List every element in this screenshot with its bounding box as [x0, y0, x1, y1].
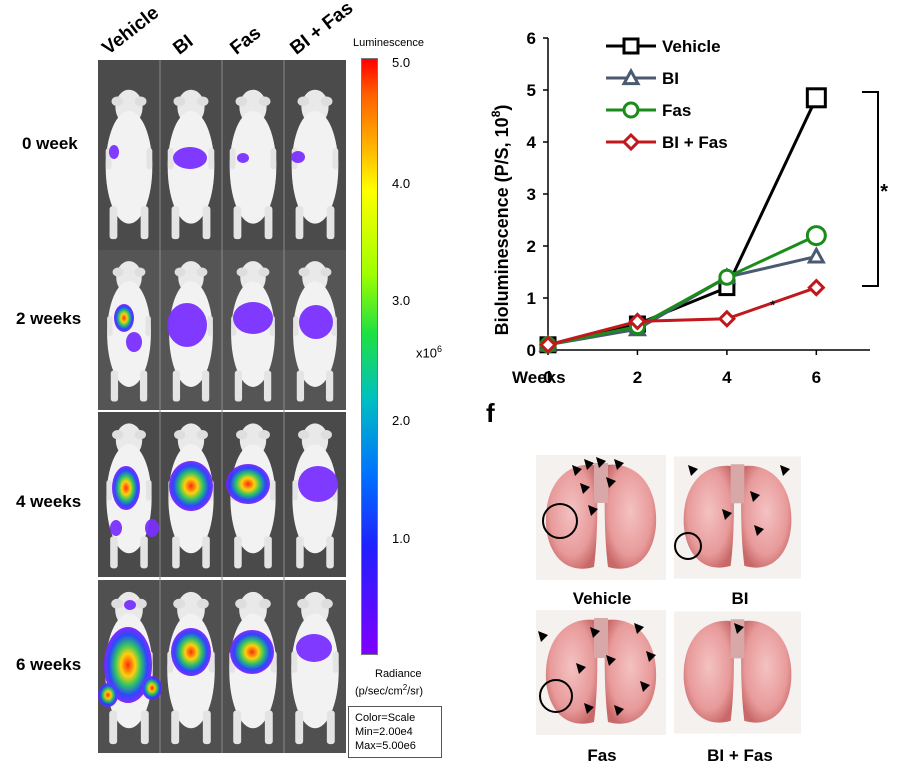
colorbar-tick-1: 1.0 [392, 531, 411, 546]
lung-caption-fas: Fas [587, 746, 617, 765]
y-tick-label: 6 [527, 29, 536, 48]
color-scale-box: Color=Scale Min=2.00e4 Max=5.00e6 [348, 706, 442, 758]
colorbar-tick-4: 4.0 [392, 176, 411, 191]
y-tick-label: 1 [527, 289, 536, 308]
lung-caption-vehicle: Vehicle [572, 589, 632, 608]
mouse-imaging-grid [98, 60, 346, 753]
legend-marker [621, 67, 641, 86]
colorbar-tick-2: 2.0 [392, 413, 411, 428]
x-tick-label: 6 [812, 368, 821, 387]
x-tick-label: 0 [543, 368, 552, 387]
significance-star-small: * [770, 297, 776, 313]
significance-star-large: * [880, 181, 888, 203]
x-tick-label: 2 [633, 368, 642, 387]
series-line-3 [547, 286, 817, 347]
legend-marker [621, 132, 641, 152]
column-label-bi: BI [169, 30, 198, 60]
data-point [805, 225, 827, 247]
color-scale-min: Min=2.00e4 [355, 726, 413, 738]
radiance-units: (p/sec/cm2/sr) [355, 683, 424, 698]
color-scale-max: Max=5.00e6 [355, 740, 416, 752]
data-point [807, 278, 826, 297]
y-tick-label: 5 [527, 81, 536, 100]
legend-label: BI [662, 69, 679, 88]
data-point [718, 268, 736, 286]
bioluminescence-chart: 0 1 2 3 4 5 6 0 2 4 6 Vehicle BI Fas BI + Fas Biolumi… [489, 29, 888, 387]
chart-series [538, 87, 827, 354]
y-tick-label: 0 [527, 341, 536, 360]
column-label-fas: Fas [226, 22, 266, 60]
row-label-6-weeks: 6 weeks [16, 655, 82, 674]
color-scale-line: Color=Scale [355, 712, 416, 724]
legend-marker [622, 101, 640, 119]
chart-axes: 0 1 2 3 4 5 6 0 2 4 6 [527, 29, 870, 387]
series-line-2 [547, 234, 817, 347]
significance-bracket [862, 91, 879, 287]
y-axis-label: Bioluminescence (P/S, 108) [489, 105, 512, 336]
y-tick-label: 2 [527, 237, 536, 256]
row-label-2-weeks: 2 weeks [16, 309, 82, 328]
legend-label: BI + Fas [662, 133, 728, 152]
data-point [538, 335, 558, 354]
colorbar [361, 58, 378, 655]
y-tick-label: 3 [527, 185, 536, 204]
radiance-label: Radiance [375, 668, 422, 680]
colorbar-tick-5: 5.0 [392, 55, 411, 70]
colorbar-title: Luminescence [353, 37, 424, 49]
lung-caption-bi-fas: BI + Fas [707, 746, 773, 765]
panel-f-label: f [486, 398, 495, 428]
legend-label: Vehicle [662, 37, 721, 56]
data-point [806, 246, 826, 264]
data-point [805, 87, 827, 109]
colorbar-tick-3: 3.0 [392, 293, 411, 308]
lung-caption-bi: BI [731, 589, 749, 608]
colorbar-multiplier: x106 [416, 344, 442, 361]
legend-label: Fas [662, 101, 691, 120]
data-point [717, 309, 737, 328]
data-point [628, 312, 647, 331]
row-label-4-weeks: 4 weeks [16, 492, 82, 511]
legend-marker [622, 37, 640, 55]
column-label-vehicle: Vehicle [98, 2, 163, 60]
y-tick-label: 4 [527, 133, 537, 152]
x-tick-label: 4 [722, 368, 732, 387]
chart-legend: Vehicle BI Fas BI + Fas [606, 37, 728, 152]
row-label-0-week: 0 week [22, 134, 78, 153]
column-label-bi-fas: BI + Fas [286, 0, 358, 60]
x-axis-label: Weeks [512, 368, 566, 387]
lung-images [536, 455, 801, 735]
